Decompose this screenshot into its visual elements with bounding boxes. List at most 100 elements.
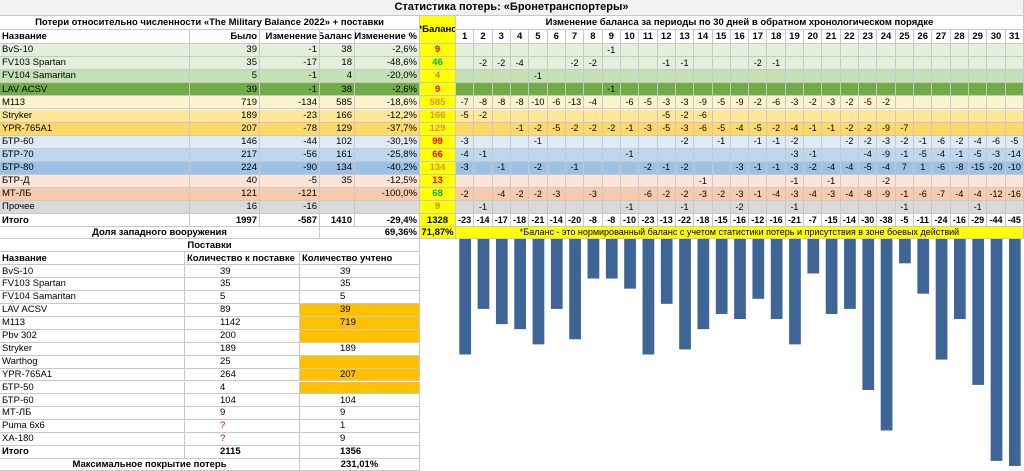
- period-cell: -3: [822, 188, 841, 202]
- period-header: 22: [840, 30, 860, 44]
- period-cell: [749, 175, 768, 189]
- cell: 5: [185, 291, 300, 305]
- period-cell: [969, 96, 988, 110]
- balance-cell: 13: [420, 175, 456, 189]
- period-cell: [639, 57, 658, 71]
- period-cell: -16: [950, 214, 970, 228]
- period-cell: -14: [840, 214, 860, 228]
- period-cell: -1: [767, 161, 786, 175]
- period-cell: [1005, 175, 1024, 189]
- period-cell: -14: [474, 214, 493, 228]
- period-header: 17: [749, 30, 768, 44]
- row-name: FV104 Samaritan: [0, 291, 185, 305]
- cell: 5: [300, 291, 420, 305]
- period-cell: [712, 201, 731, 215]
- period-cell: [474, 122, 493, 136]
- coverage-value: 231,01%: [300, 458, 420, 471]
- period-cell: -4: [840, 188, 860, 202]
- period-cell: -1: [950, 148, 970, 162]
- period-cell: [859, 44, 878, 58]
- period-header: 2: [474, 30, 493, 44]
- period-cell: -2: [785, 135, 805, 149]
- period-cell: -5: [1005, 135, 1024, 149]
- period-cell: [639, 148, 658, 162]
- period-cell: [694, 83, 713, 97]
- period-header: 1: [456, 30, 475, 44]
- period-cell: -12: [987, 188, 1006, 202]
- period-cell: [694, 57, 713, 71]
- period-cell: -5: [712, 122, 731, 136]
- period-cell: [914, 175, 933, 189]
- bar: [825, 238, 838, 314]
- bar: [532, 238, 545, 345]
- period-cell: -2: [859, 135, 878, 149]
- bar-chart: [459, 238, 1021, 466]
- period-cell: [565, 188, 585, 202]
- period-cell: [510, 83, 530, 97]
- period-cell: [1005, 83, 1024, 97]
- period-cell: [895, 109, 915, 123]
- period-cell: [602, 201, 621, 215]
- balance-cell: 166: [420, 109, 456, 123]
- header-balance: *Баланс: [420, 16, 456, 44]
- period-cell: [785, 83, 805, 97]
- period-cell: [474, 135, 493, 149]
- period-cell: -2: [804, 161, 823, 175]
- row-name: БТР-80: [0, 161, 190, 175]
- period-cell: [932, 57, 951, 71]
- period-header: 20: [804, 30, 823, 44]
- period-cell: [914, 44, 933, 58]
- period-header: 25: [895, 30, 915, 44]
- period-cell: -1: [822, 122, 841, 136]
- period-cell: -1: [675, 57, 695, 71]
- period-cell: -2: [584, 122, 603, 136]
- period-cell: -9: [877, 122, 896, 136]
- row-name: YPR-765A1: [0, 122, 190, 136]
- balance-cell: 9: [420, 44, 456, 58]
- period-cell: -13: [565, 96, 585, 110]
- period-cell: [932, 44, 951, 58]
- period-cell: [914, 83, 933, 97]
- period-header: 8: [584, 30, 603, 44]
- period-header: 23: [859, 30, 878, 44]
- period-cell: [675, 148, 695, 162]
- period-cell: [474, 161, 493, 175]
- period-cell: [547, 109, 566, 123]
- period-cell: -4: [969, 135, 988, 149]
- period-cell: [749, 44, 768, 58]
- period-cell: -7: [456, 96, 475, 110]
- cell: -1: [260, 70, 320, 84]
- period-cell: -22: [675, 214, 695, 228]
- period-cell: -5: [657, 122, 676, 136]
- period-cell: [822, 44, 841, 58]
- period-cell: [565, 175, 585, 189]
- period-cell: [529, 44, 548, 58]
- cell: -2,6%: [355, 83, 420, 97]
- period-cell: -9: [877, 148, 896, 162]
- period-header: 6: [547, 30, 566, 44]
- cell: 39: [300, 265, 420, 279]
- cell: 1: [300, 420, 420, 434]
- cell: -100,0%: [355, 188, 420, 202]
- period-cell: [584, 109, 603, 123]
- period-cell: [987, 122, 1006, 136]
- period-cell: [1005, 122, 1024, 136]
- period-cell: -21: [785, 214, 805, 228]
- share-label: Доля западного вооружения: [0, 227, 320, 240]
- period-cell: [620, 175, 640, 189]
- period-cell: [602, 109, 621, 123]
- cell: 9: [300, 407, 420, 421]
- row-name: M113: [0, 317, 185, 330]
- period-cell: [895, 57, 915, 71]
- cell: 189: [185, 342, 300, 356]
- cell: 40: [190, 175, 260, 189]
- period-cell: -2: [730, 201, 750, 215]
- period-cell: [492, 44, 511, 58]
- period-cell: [675, 70, 695, 84]
- period-cell: [474, 175, 493, 189]
- cell: 35: [320, 175, 355, 189]
- bar: [935, 238, 948, 360]
- cell: 38: [320, 83, 355, 97]
- period-cell: [675, 83, 695, 97]
- row-name: BvS-10: [0, 265, 185, 279]
